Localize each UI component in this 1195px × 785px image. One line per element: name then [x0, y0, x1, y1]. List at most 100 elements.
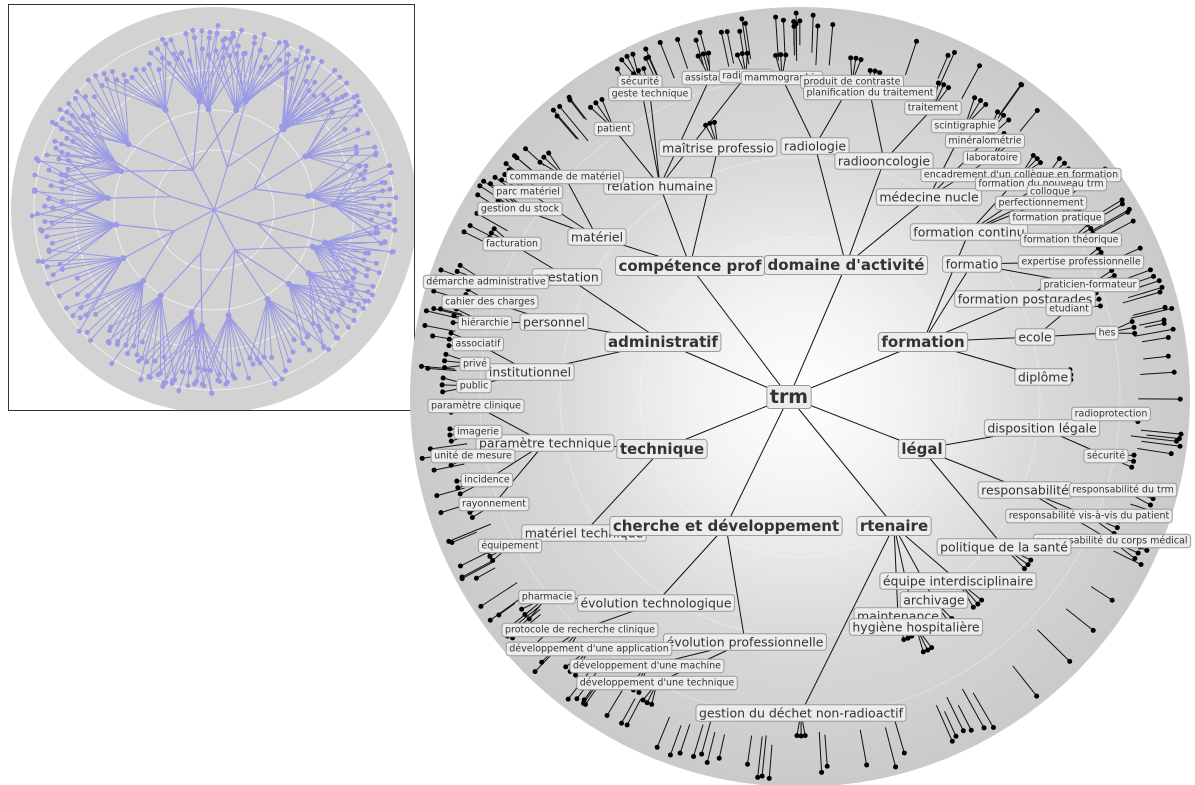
rim-leaf[interactable] — [1171, 327, 1176, 332]
leaf-cahier-des-charges[interactable]: cahier des charges — [442, 295, 538, 309]
leaf-traitement[interactable]: traitement — [905, 101, 962, 115]
node-quipe-interdisciplinaire-leaf[interactable] — [979, 598, 984, 603]
rim-leaf[interactable] — [1179, 432, 1184, 437]
leaf-hi-rarchie[interactable]: hiérarchie — [458, 316, 512, 330]
node-maintenance-leaf[interactable] — [901, 637, 906, 642]
leaf-responsabilit-vis-vis-du-patient[interactable]: responsabilité vis-à-vis du patient — [1006, 509, 1172, 523]
leaf-parc-mat-riel[interactable]: parc matériel — [493, 185, 562, 199]
leaf-associatif[interactable]: associatif — [453, 337, 504, 351]
leaf-imagerie-leaf[interactable] — [447, 433, 452, 438]
leaf-d-veloppement-d-une-application[interactable]: développement d'une application — [506, 642, 672, 656]
rim-leaf[interactable] — [512, 153, 517, 158]
leaf-hes-leaf[interactable] — [1130, 319, 1135, 324]
rim-leaf[interactable] — [719, 30, 724, 35]
node-quipe-interdisciplinaire-leaf[interactable] — [975, 602, 980, 607]
node-radiologie[interactable]: radiologie — [781, 138, 849, 155]
rim-leaf[interactable] — [438, 267, 443, 272]
node-politique-de-la-sant-leaf[interactable] — [1026, 562, 1031, 567]
leaf-geste-technique-leaf[interactable] — [636, 68, 641, 73]
leaf-praticien-formateur[interactable]: praticien-formateur — [1041, 278, 1140, 292]
rim-leaf[interactable] — [567, 95, 572, 100]
rim-leaf[interactable] — [1157, 290, 1162, 295]
rim-leaf[interactable] — [1034, 694, 1039, 699]
leaf-associatif-leaf[interactable] — [446, 343, 451, 348]
rim-leaf[interactable] — [438, 510, 443, 515]
leaf-traitement-leaf[interactable] — [941, 82, 946, 87]
rim-leaf[interactable] — [655, 745, 660, 750]
leaf-priv-leaf[interactable] — [442, 365, 447, 370]
node-quipe-interdisciplinaire-leaf[interactable] — [971, 605, 976, 610]
rim-leaf[interactable] — [431, 289, 436, 294]
leaf-planification-du-traitement[interactable]: planification du traitement — [804, 86, 937, 100]
rim-leaf[interactable] — [668, 753, 673, 758]
rim-leaf[interactable] — [1120, 197, 1125, 202]
rim-leaf[interactable] — [475, 192, 480, 197]
leaf-formation-th-orique-leaf[interactable] — [1088, 226, 1093, 231]
node-hygi-ne-hospitali-re[interactable]: hygiène hospitalière — [849, 619, 982, 636]
rim-leaf[interactable] — [1162, 318, 1167, 323]
leaf-planification-du-traitement-leaf[interactable] — [873, 69, 878, 74]
leaf-d-veloppement-d-une-machine-leaf[interactable] — [636, 690, 641, 695]
rim-leaf[interactable] — [969, 728, 974, 733]
leaf-unit-de-mesure-leaf[interactable] — [449, 463, 454, 468]
rim-leaf[interactable] — [420, 456, 425, 461]
rim-leaf[interactable] — [1067, 659, 1072, 664]
leaf-etudiant-leaf[interactable] — [1097, 297, 1102, 302]
rim-leaf[interactable] — [1131, 219, 1136, 224]
rim-leaf[interactable] — [583, 702, 588, 707]
rim-leaf[interactable] — [961, 728, 966, 733]
leaf-s-curit-leaf[interactable] — [1132, 453, 1137, 458]
node-m-decine-nucl-aire[interactable]: médecine nucle — [876, 189, 981, 206]
rim-leaf[interactable] — [1172, 370, 1177, 375]
node-formation[interactable]: formatio — [943, 256, 1002, 273]
leaf-planification-du-traitement-leaf[interactable] — [877, 70, 882, 75]
leaf-incidence[interactable]: incidence — [461, 473, 513, 487]
leaf-formation-du-nouveau-trm-leaf[interactable] — [1062, 161, 1067, 166]
node-institutionnel[interactable]: institutionnel — [486, 364, 574, 381]
leaf-encadrement-d-un-coll-gue-en-formation-leaf[interactable] — [1031, 153, 1036, 158]
node-gestion-du-d-chet-non-radioactif-leaf[interactable] — [794, 733, 799, 738]
rim-leaf[interactable] — [1035, 108, 1040, 113]
rim-leaf[interactable] — [582, 697, 587, 702]
rim-leaf[interactable] — [574, 696, 579, 701]
leaf-hes[interactable]: hes — [1096, 326, 1119, 340]
leaf-formation-du-nouveau-trm-leaf[interactable] — [1057, 156, 1062, 161]
node-politique-de-la-sant[interactable]: politique de la santé — [937, 539, 1071, 556]
rim-leaf[interactable] — [953, 734, 958, 739]
leaf-s-curit[interactable]: sécurité — [1084, 449, 1128, 463]
rim-leaf[interactable] — [825, 764, 830, 769]
rim-leaf[interactable] — [478, 604, 483, 609]
rim-leaf[interactable] — [557, 104, 562, 109]
leaf-priv-leaf[interactable] — [443, 352, 448, 357]
rim-leaf[interactable] — [1178, 444, 1183, 449]
leaf-facturation[interactable]: facturation — [483, 237, 541, 251]
leaf-planification-du-traitement-leaf[interactable] — [868, 68, 873, 73]
rim-leaf[interactable] — [725, 29, 730, 34]
leaf-scintigraphie-leaf[interactable] — [983, 102, 988, 107]
leaf-s-curit-leaf[interactable] — [619, 57, 624, 62]
rim-leaf[interactable] — [619, 721, 624, 726]
rim-leaf[interactable] — [1148, 267, 1153, 272]
leaf-patient-leaf[interactable] — [593, 100, 598, 105]
leaf-commande-de-mat-riel-leaf[interactable] — [538, 160, 543, 165]
leaf-laboratoire[interactable]: laboratoire — [963, 151, 1021, 165]
leaf-unit-de-mesure[interactable]: unité de mesure — [431, 449, 515, 463]
rim-leaf[interactable] — [694, 38, 699, 43]
leaf-etudiant[interactable]: etudiant — [1046, 302, 1092, 316]
rim-leaf[interactable] — [739, 16, 744, 21]
rim-leaf[interactable] — [699, 752, 704, 757]
leaf-geste-technique[interactable]: geste technique — [609, 87, 692, 101]
rim-leaf[interactable] — [434, 493, 439, 498]
leaf-s-curit-leaf[interactable] — [1131, 459, 1136, 464]
leaf-pharmacie-leaf[interactable] — [527, 616, 532, 621]
rim-leaf[interactable] — [1138, 246, 1143, 251]
leaf-expertise-professionnelle-leaf[interactable] — [1099, 250, 1104, 255]
leaf-rayonnement-leaf[interactable] — [470, 515, 475, 520]
rim-leaf[interactable] — [982, 725, 987, 730]
rim-leaf[interactable] — [705, 760, 710, 765]
leaf-encadrement-d-un-coll-gue-en-formation-leaf[interactable] — [1038, 160, 1043, 165]
leaf-scintigraphie-leaf[interactable] — [972, 95, 977, 100]
node-disposition-l-gale[interactable]: disposition légale — [984, 420, 1099, 437]
leaf-responsabilit-du-trm[interactable]: responsabilité du trm — [1069, 483, 1176, 497]
leaf-pharmacie-leaf[interactable] — [522, 612, 527, 617]
